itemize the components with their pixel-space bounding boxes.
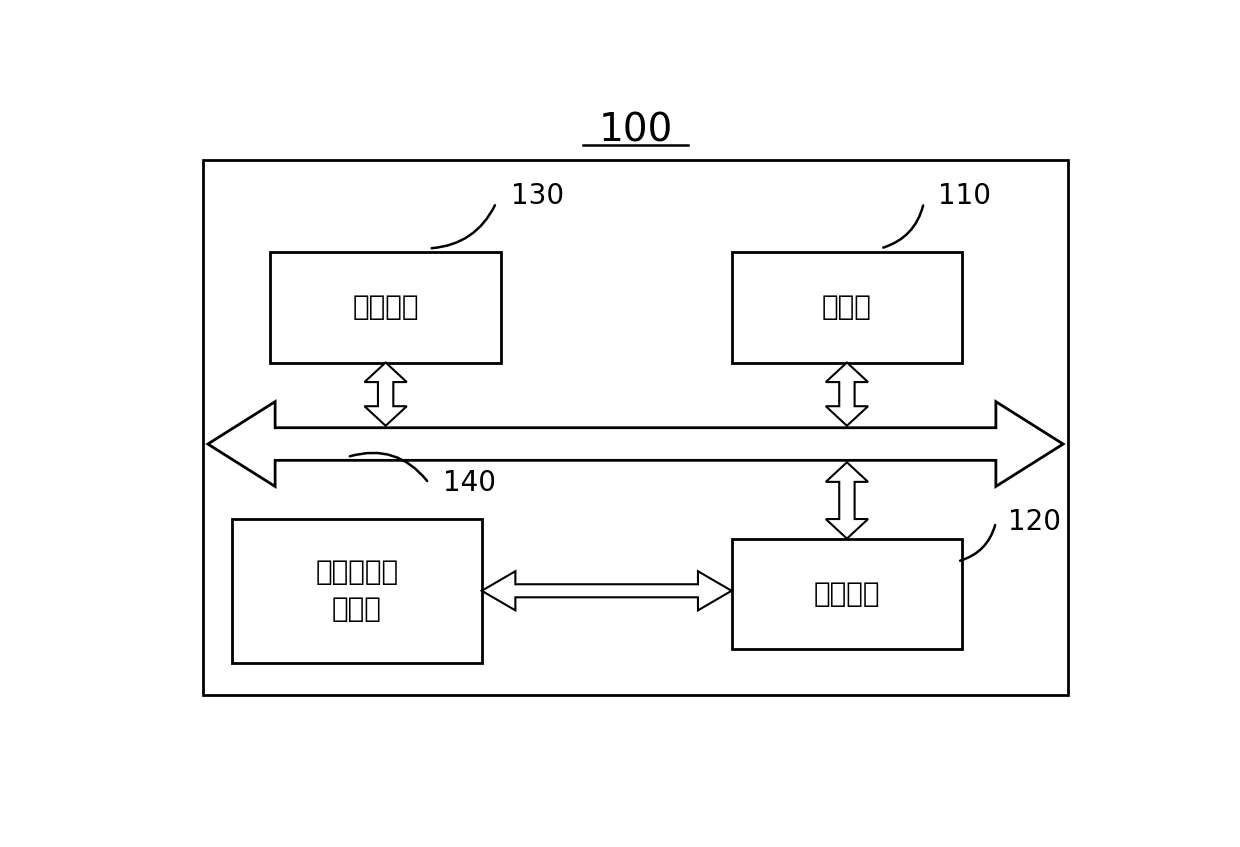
Bar — [732, 252, 962, 363]
Bar — [732, 539, 962, 650]
Text: 110: 110 — [939, 182, 991, 210]
Text: 140: 140 — [444, 469, 496, 497]
Text: 130: 130 — [511, 182, 564, 210]
Bar — [232, 519, 481, 662]
Bar — [270, 252, 501, 363]
Text: 刷单行为识
别装置: 刷单行为识 别装置 — [315, 558, 398, 623]
Text: 100: 100 — [599, 112, 672, 150]
Polygon shape — [208, 401, 1063, 486]
Polygon shape — [365, 363, 407, 426]
Text: 通信单元: 通信单元 — [352, 293, 419, 321]
Polygon shape — [826, 363, 868, 426]
Polygon shape — [481, 571, 732, 611]
Polygon shape — [826, 462, 868, 539]
Text: 120: 120 — [1008, 508, 1061, 536]
Text: 处理器: 处理器 — [822, 293, 872, 321]
Bar — [203, 160, 1068, 695]
Text: 存储介质: 存储介质 — [813, 580, 880, 608]
